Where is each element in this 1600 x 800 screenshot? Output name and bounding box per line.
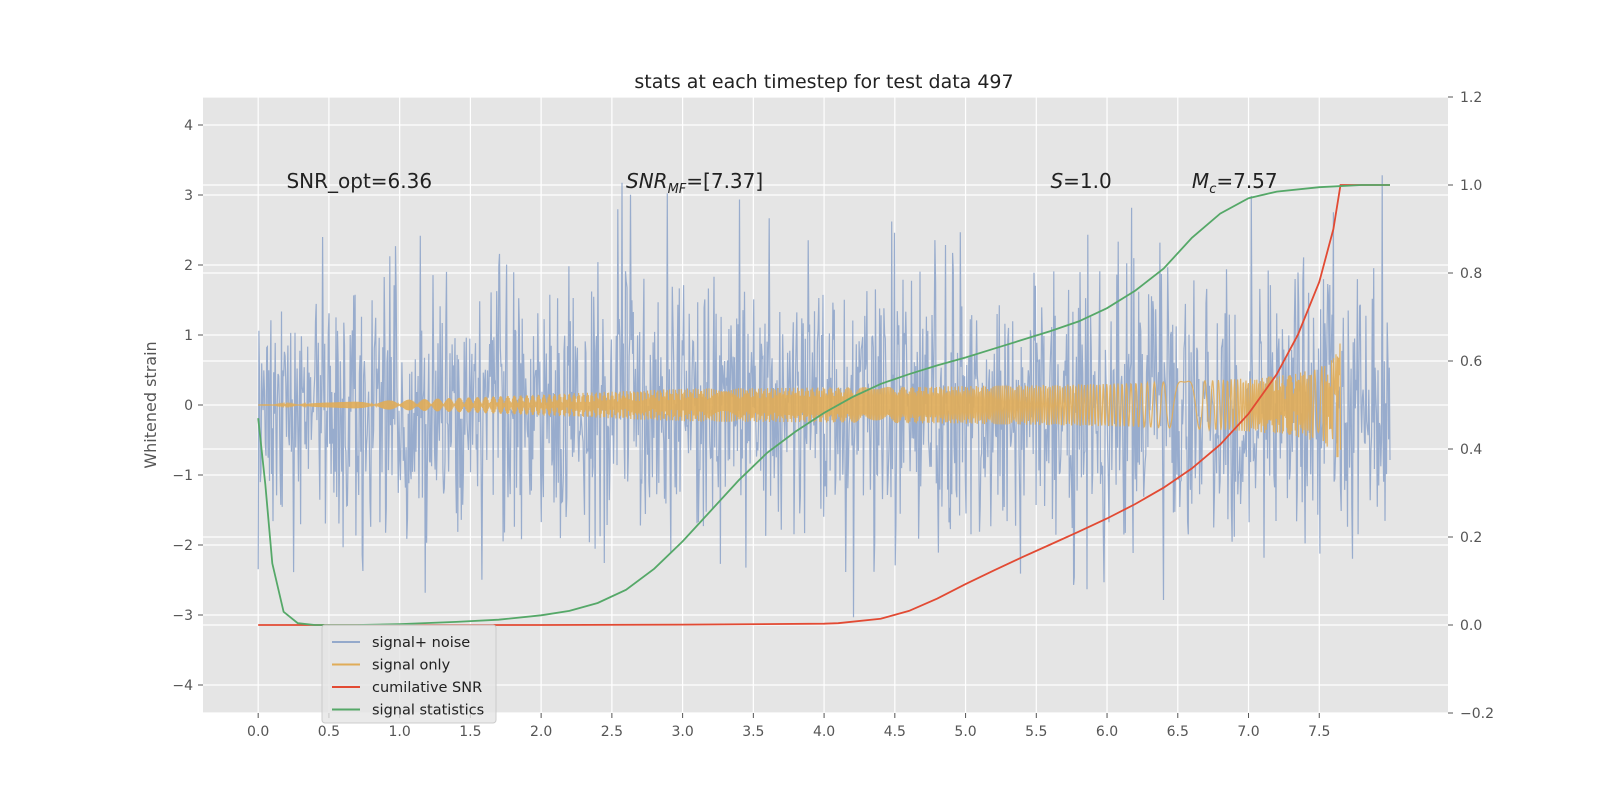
y-tick-label: −2 [172, 538, 193, 554]
x-tick-label: 6.0 [1096, 724, 1118, 740]
x-tick-label: 0.0 [247, 724, 269, 740]
annotation-base: M [1192, 169, 1209, 193]
y2-tick-label: 0.0 [1460, 618, 1482, 634]
legend: signal+ noise signal only cumilative SNR si… [321, 624, 497, 724]
x-tick-label: 3.0 [671, 724, 693, 740]
y2-tick-label: 0.6 [1460, 354, 1482, 370]
legend-box [321, 624, 497, 724]
y-tick-label: 1 [184, 328, 193, 344]
legend-label: signal statistics [372, 703, 484, 719]
x-tick-label: 1.5 [459, 724, 481, 740]
x-axis: 0.0 0.5 1.0 1.5 2.0 2.5 3.0 3.5 4.0 4.5 5.0 5.5 6.0 6… [247, 713, 1330, 740]
annotation-text: SNRMF=[7.37] [626, 169, 763, 197]
annotation-value: =[7.37] [686, 169, 763, 193]
x-tick-label: 2.0 [530, 724, 552, 740]
x-tick-label: 6.5 [1167, 724, 1189, 740]
cumulative-snr-line [258, 184, 1390, 626]
x-tick-label: 7.0 [1237, 724, 1259, 740]
annotation-text: Mc=7.57 [1192, 169, 1278, 197]
y-tick-label: 0 [184, 398, 193, 414]
noise-series-line [257, 175, 1391, 618]
legend-label: signal+ noise [372, 635, 470, 651]
y2-tick-label: 1.2 [1460, 90, 1482, 106]
annotation-base: SNR [626, 169, 668, 193]
annotation-subscript: MF [668, 182, 687, 197]
x-tick-label: 5.5 [1025, 724, 1047, 740]
x-tick-label: 7.5 [1308, 724, 1330, 740]
y2-tick-label: −0.2 [1460, 706, 1494, 722]
y-tick-label: 4 [184, 118, 193, 134]
annotation-subscript: c [1209, 182, 1216, 197]
x-tick-label: 2.5 [601, 724, 623, 740]
legend-label: cumilative SNR [372, 680, 482, 696]
y-tick-label: −3 [172, 608, 193, 624]
y-axis-left: −4 −3 −2 −1 0 1 2 3 4 [172, 118, 203, 694]
x-tick-label: 1.0 [389, 724, 411, 740]
annotation-base: S [1050, 169, 1063, 193]
x-tick-label: 3.5 [742, 724, 764, 740]
annotations: SNR_opt=6.36 SNRMF=[7.37] S=1.0 Mc=7.57 [286, 169, 1277, 197]
x-tick-label: 5.0 [954, 724, 976, 740]
y2-tick-label: 0.8 [1460, 266, 1482, 282]
annotation-value: =1.0 [1063, 169, 1112, 193]
y2-tick-label: 1.0 [1460, 178, 1482, 194]
y-tick-label: 3 [184, 188, 193, 204]
y2-tick-label: 0.2 [1460, 530, 1482, 546]
y-tick-label: −4 [172, 678, 193, 694]
annotation-text: S=1.0 [1050, 169, 1111, 193]
annotation-text: SNR_opt=6.36 [286, 169, 432, 193]
x-tick-label: 4.5 [884, 724, 906, 740]
legend-label: signal only [372, 658, 451, 674]
x-tick-label: 0.5 [318, 724, 340, 740]
signal-series-line [258, 343, 1342, 458]
annotation-value: =7.57 [1216, 169, 1277, 193]
x-tick-label: 4.0 [813, 724, 835, 740]
y-tick-label: 2 [184, 258, 193, 274]
y-tick-label: −1 [172, 468, 193, 484]
y2-tick-label: 0.4 [1460, 442, 1482, 458]
chart-title: stats at each timestep for test data 497 [634, 71, 1013, 93]
y-axis-right: −0.2 0.0 0.2 0.4 0.6 0.8 1.0 1.2 [1448, 90, 1494, 722]
y-axis-label: Whitened strain [141, 341, 160, 468]
